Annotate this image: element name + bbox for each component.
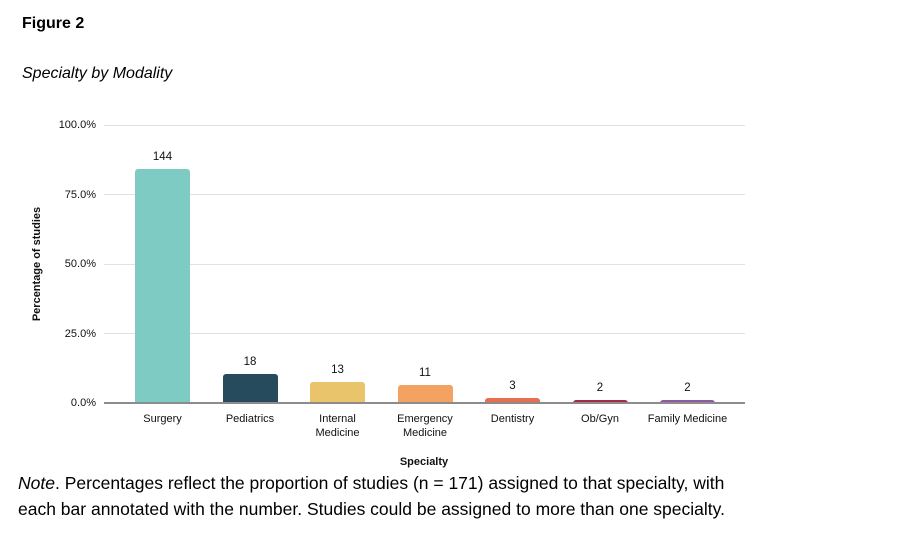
y-tick-label: 0.0% (70, 397, 96, 409)
bar-ob-gyn (572, 399, 628, 403)
bar-internal-medicine (310, 381, 365, 403)
y-tick-label: 25.0% (64, 327, 96, 340)
x-axis-line (104, 402, 745, 404)
gridline (104, 194, 745, 195)
plot-area: 0.0% 25.0% 50.0% 75.0% 100.0% 144 Surgery 18 Ped… (59, 119, 745, 439)
bar-pediatrics (222, 373, 278, 403)
y-tick-label: 100.0% (58, 119, 96, 131)
gridline (104, 124, 745, 126)
note-lead-italic: Note (18, 473, 55, 493)
x-tick-label: Ob/Gyn (581, 413, 619, 425)
figure-note: Note. Percentages reflect the proportion… (18, 470, 908, 522)
x-tick-label: Surgery (143, 413, 182, 425)
y-tick-label: 75.0% (64, 188, 96, 201)
bar-surgery (135, 168, 190, 403)
bar-emergency-medicine (397, 385, 453, 403)
bar-value-label: 2 (596, 381, 604, 394)
note-line1: . Percentages reflect the proportion of … (54, 473, 725, 493)
gridline (104, 333, 745, 334)
x-tick-label: Internal Medicine (315, 413, 360, 439)
x-tick-label: Dentistry (490, 413, 535, 425)
bar-value-label: 18 (243, 355, 257, 368)
bar-dentistry (485, 398, 540, 403)
bar-value-label: 3 (509, 380, 516, 393)
bar-value-label: 13 (331, 363, 344, 376)
bar-value-label: 11 (419, 367, 431, 380)
figure-title: Specialty by Modality (22, 65, 173, 82)
note-line2: each bar annotated with the number. Stud… (18, 499, 725, 519)
bar-value-label: 2 (684, 381, 691, 394)
gridline (104, 263, 745, 265)
x-axis-title: Specialty (399, 456, 449, 468)
x-tick-label: Family Medicine (647, 413, 728, 425)
x-tick-label: Pediatrics (225, 413, 275, 425)
bar-value-label: 144 (152, 150, 173, 163)
figure-label: Figure 2 (22, 15, 85, 32)
y-tick-label: 50.0% (64, 258, 96, 270)
x-tick-label: Emergency Medicine (397, 413, 453, 439)
bar-family-medicine (660, 399, 715, 403)
